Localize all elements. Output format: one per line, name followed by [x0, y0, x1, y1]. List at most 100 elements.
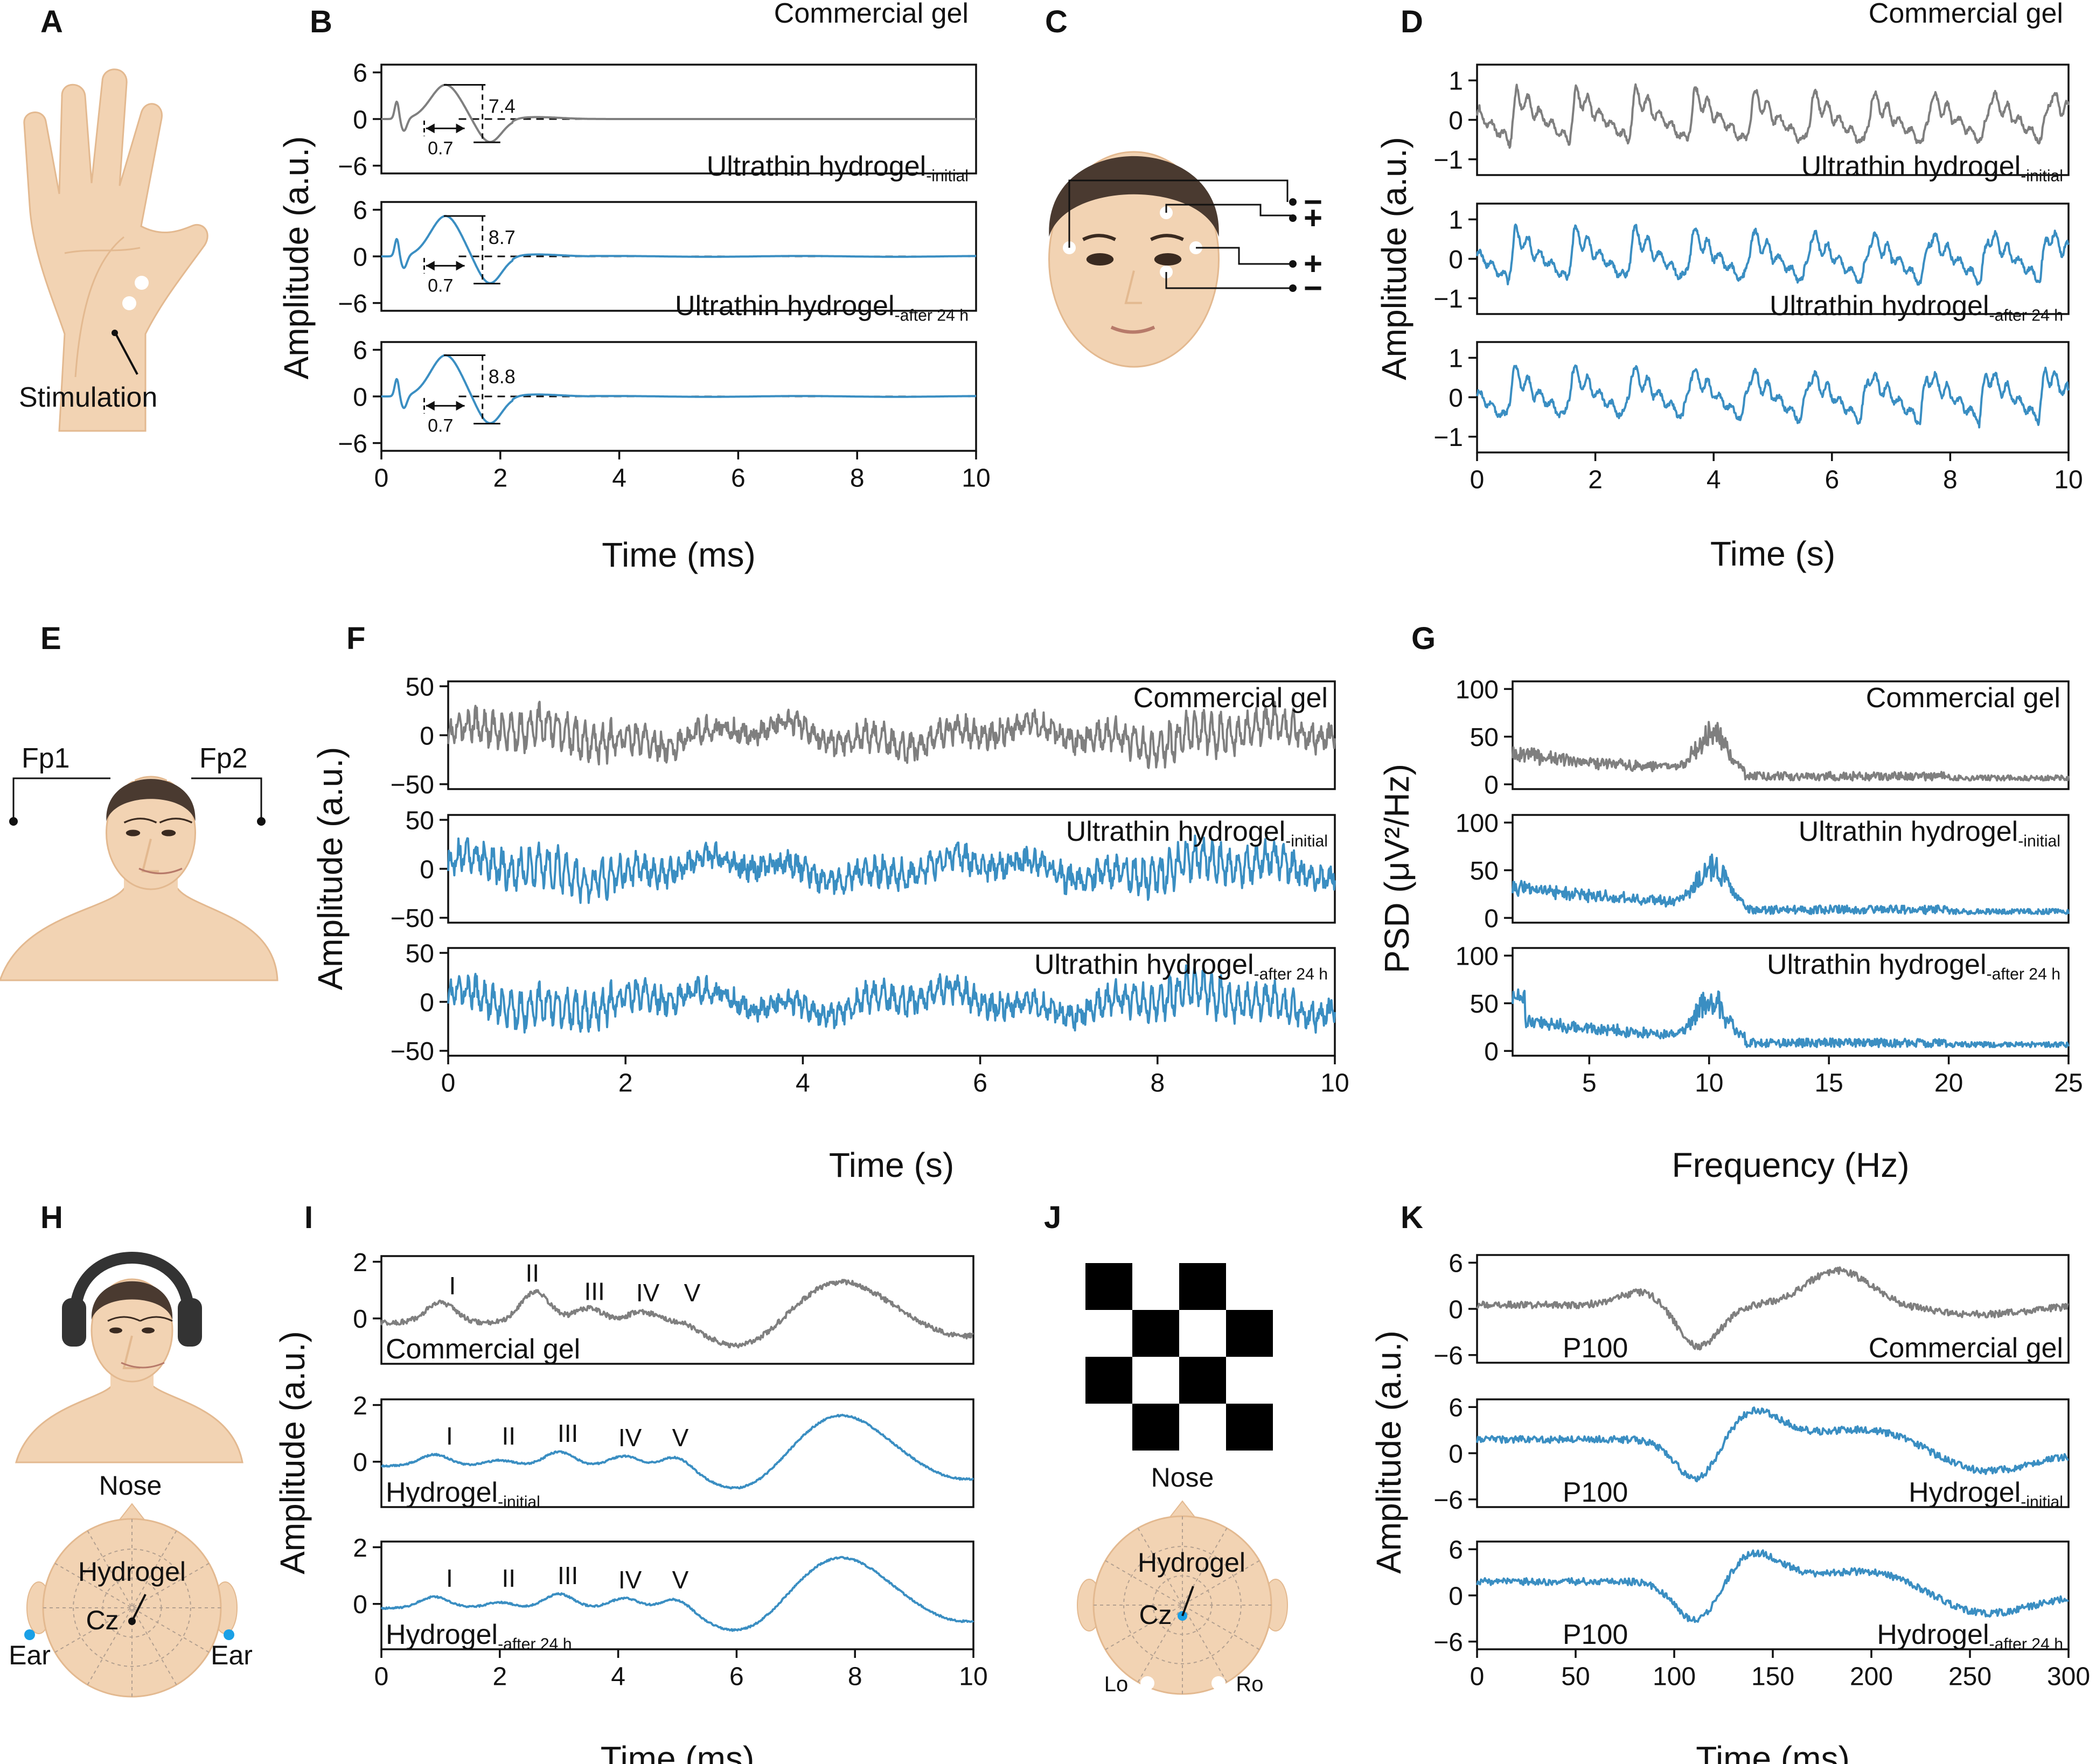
checker-square — [1226, 1404, 1273, 1451]
panel-letter: H — [40, 1200, 63, 1235]
cz-label: Cz — [1139, 1600, 1172, 1630]
x-axis-label: Time (s) — [1710, 534, 1835, 573]
face-shape — [1048, 151, 1220, 368]
subplot-name-main: Commercial gel — [1869, 1333, 2063, 1364]
hair — [91, 1281, 173, 1320]
checker-square — [1226, 1310, 1273, 1357]
panel-letter: F — [346, 621, 365, 656]
fp1-label: Fp1 — [22, 743, 70, 774]
y-tick-label: 0 — [353, 243, 367, 271]
series-line — [1476, 224, 2070, 286]
mouth — [138, 867, 183, 875]
series-line — [1512, 853, 2070, 916]
subplot-name: Ultrathin hydrogel-initial — [1799, 816, 2060, 850]
wire — [1165, 272, 1293, 289]
x-tick-label: 8 — [1943, 465, 1958, 494]
subplot-name-main: Ultrathin hydrogel — [1801, 151, 2021, 182]
connector-dot — [1289, 198, 1297, 206]
subplot-name-subscript: -after 24 h — [1254, 965, 1328, 983]
subplot-frame — [380, 1540, 974, 1650]
arrowhead — [456, 401, 465, 411]
hydrogel-label: Hydrogel — [78, 1557, 186, 1587]
subplot-name-subscript: -initial — [2021, 1493, 2063, 1511]
subplot-G-2: 100 50 0 Ultrathin hydrogel-initial — [1456, 809, 2070, 933]
y-tick-label: 0 — [353, 383, 367, 412]
y-tick-label: 0 — [1449, 384, 1463, 413]
wave-label: II — [502, 1422, 516, 1450]
wave-label: V — [672, 1424, 689, 1452]
y-tick-label: 1 — [1449, 67, 1463, 96]
wave-label: I — [449, 1272, 456, 1300]
eye — [126, 829, 141, 836]
subplot-G-3: 100 50 0 Ultrathin hydrogel-after 24 h 5 10 15… — [1456, 942, 2083, 1097]
panel-letter: J — [1044, 1200, 1061, 1235]
y-tick-label: −1 — [1433, 423, 1463, 452]
x-tick-label: 0 — [1470, 465, 1485, 494]
y-tick-label: 0 — [353, 1448, 367, 1477]
subplot-name-main: Commercial gel — [1869, 0, 2063, 29]
headphone-cup — [62, 1298, 86, 1347]
arrowhead — [426, 261, 435, 271]
subplot-name-subscript: -after 24 h — [498, 1635, 572, 1653]
subplot-name-main: Ultrathin hydrogel — [1066, 816, 1286, 847]
x-tick-label: 15 — [1814, 1069, 1843, 1097]
subplot-name: Hydrogel-after 24 h — [386, 1619, 572, 1653]
subplot-name: Commercial gel — [1869, 1333, 2063, 1364]
y-tick-label: 0 — [1484, 1037, 1499, 1066]
y-tick-label: 100 — [1456, 809, 1499, 838]
subplot-name-subscript: -after 24 h — [1989, 306, 2063, 324]
subplot-K-1: 6 0 −6 Commercial gel P100 — [1433, 1250, 2070, 1370]
panel-letter: I — [304, 1200, 313, 1235]
checker-square — [1085, 1263, 1132, 1310]
subplot-name: Ultrathin hydrogel-after 24 h — [1034, 949, 1328, 983]
subplot-name: Commercial gel — [1133, 682, 1328, 714]
headphone-band — [69, 1252, 194, 1315]
y-tick-label: 0 — [353, 1591, 367, 1619]
lo-electrode — [1140, 1676, 1154, 1690]
y-tick-label: −1 — [1433, 285, 1463, 313]
ear-label-left: Ear — [9, 1640, 51, 1670]
nose — [122, 1335, 140, 1369]
subplot-name-main: Commercial gel — [774, 0, 969, 29]
x-tick-label: 4 — [796, 1069, 810, 1097]
x-tick-label: 4 — [1707, 465, 1721, 494]
y-tick-label: −6 — [338, 152, 367, 181]
wave-label: I — [446, 1564, 453, 1592]
y-tick-label: 0 — [420, 722, 434, 750]
x-tick-label: 10 — [1320, 1069, 1349, 1097]
subplot-G-1: 100 50 0 Commercial gel — [1456, 675, 2070, 799]
y-tick-label: 0 — [353, 1305, 367, 1334]
x-axis-label: Frequency (Hz) — [1672, 1146, 1910, 1184]
subplot-name-main: Ultrathin hydrogel — [1770, 290, 1989, 322]
y-tick-label: −1 — [1433, 146, 1463, 175]
x-tick-label: 6 — [973, 1069, 987, 1097]
x-tick-label: 0 — [374, 1662, 389, 1691]
series-line — [381, 354, 977, 424]
subplot-name: Hydrogel-after 24 h — [1877, 1619, 2063, 1653]
y-tick-label: 6 — [1449, 1250, 1463, 1278]
y-tick-label: 0 — [1449, 1582, 1463, 1610]
y-tick-label: 6 — [353, 197, 367, 225]
leader-line — [1181, 1586, 1194, 1616]
illustration-head-eeg: Fp1 Fp2 — [0, 743, 278, 981]
wave-label: V — [684, 1279, 701, 1307]
subplot-name-main: Hydrogel — [386, 1619, 498, 1650]
latency-value-label: 0.7 — [428, 415, 453, 436]
subplot-name-main: Hydrogel — [1877, 1619, 1989, 1650]
wave-label: III — [558, 1419, 578, 1447]
subplot-name: Commercial gel — [386, 1334, 580, 1365]
y-tick-label: −50 — [391, 771, 434, 799]
y-tick-label: 0 — [1449, 1440, 1463, 1468]
y-tick-label: −6 — [1433, 1486, 1463, 1515]
wave-label: II — [502, 1564, 516, 1592]
x-axis-label: Time (ms) — [1696, 1739, 1850, 1764]
subplot-D-1: 1 0 −1 Commercial gel — [1433, 0, 2070, 176]
subplot-frame — [1512, 814, 2070, 924]
